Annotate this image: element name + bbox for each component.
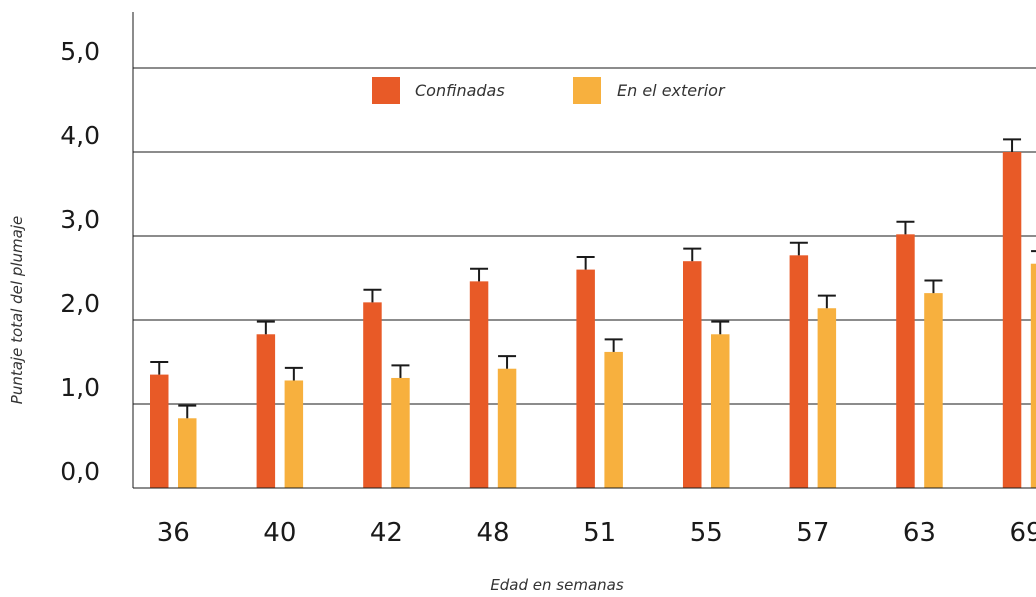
x-tick-labels: 36 40 42 48 51 55 57 63 69 bbox=[157, 518, 1036, 548]
legend-swatch-confinadas bbox=[372, 77, 400, 104]
bar bbox=[1002, 152, 1022, 488]
bar bbox=[284, 380, 304, 488]
x-tick-label: 51 bbox=[583, 518, 616, 548]
bar bbox=[363, 302, 382, 488]
bar bbox=[178, 418, 197, 488]
x-tick-label: 69 bbox=[1010, 518, 1036, 548]
bar bbox=[469, 281, 489, 488]
bar bbox=[391, 377, 410, 488]
bar bbox=[576, 269, 595, 488]
bar bbox=[256, 334, 276, 488]
grid-lines bbox=[133, 67, 1036, 405]
x-tick-label: 42 bbox=[370, 518, 403, 548]
y-tick-label: 5,0 bbox=[60, 37, 100, 66]
bar bbox=[683, 261, 702, 488]
bar bbox=[711, 334, 730, 488]
legend-swatch-exterior bbox=[573, 77, 601, 104]
y-tick-label: 4,0 bbox=[60, 121, 100, 150]
y-axis-title: Puntaje total del plumaje bbox=[8, 216, 26, 404]
x-tick-label: 55 bbox=[690, 518, 723, 548]
bars bbox=[150, 152, 1036, 488]
error-bars bbox=[150, 138, 1036, 419]
bar bbox=[789, 255, 809, 488]
bar bbox=[896, 234, 915, 488]
legend-label-exterior: En el exterior bbox=[617, 81, 726, 100]
y-tick-label: 0,0 bbox=[60, 457, 100, 486]
x-tick-label: 40 bbox=[263, 518, 296, 548]
x-tick-label: 63 bbox=[903, 518, 936, 548]
x-tick-label: 57 bbox=[796, 518, 829, 548]
bar bbox=[150, 374, 169, 488]
bar bbox=[497, 368, 517, 488]
y-tick-label: 3,0 bbox=[60, 205, 100, 234]
x-axis-title: Edad en semanas bbox=[490, 576, 624, 594]
x-tick-label: 36 bbox=[157, 518, 190, 548]
y-tick-labels: 0,0 1,0 2,0 3,0 4,0 5,0 bbox=[60, 37, 100, 486]
bar bbox=[1030, 263, 1036, 488]
legend-label-confinadas: Confinadas bbox=[415, 81, 505, 100]
bar bbox=[817, 308, 837, 488]
bar bbox=[924, 293, 943, 488]
y-tick-label: 1,0 bbox=[60, 373, 100, 402]
legend: Confinadas En el exterior bbox=[372, 77, 726, 104]
bar bbox=[604, 351, 623, 488]
x-tick-label: 48 bbox=[477, 518, 510, 548]
y-tick-label: 2,0 bbox=[60, 289, 100, 318]
